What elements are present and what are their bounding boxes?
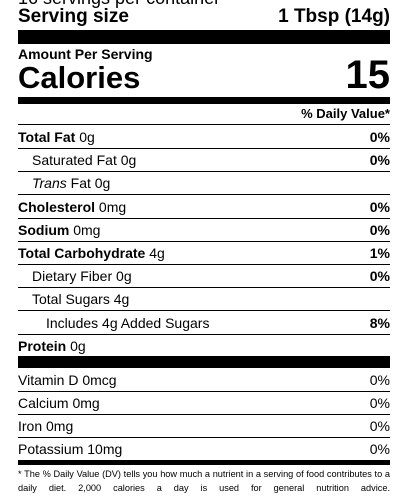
- rule: [18, 264, 390, 265]
- nutrient-row: Iron 0mg 0%: [18, 415, 390, 437]
- nutrient-label: Protein 0g: [18, 335, 86, 357]
- daily-value: 0%: [369, 418, 390, 434]
- nutrient-row: Total Carbohydrate 4g 1%: [18, 242, 390, 264]
- rule: [18, 414, 390, 415]
- daily-value: 0%: [369, 198, 390, 215]
- rule: [18, 333, 390, 335]
- nutrient-row: Total Fat 0g 0%: [18, 126, 390, 148]
- nutrient-row: Cholesterol 0mg 0%: [18, 196, 390, 218]
- nutrient-label: Vitamin D 0mcg: [18, 369, 117, 391]
- nutrient-label: Cholesterol 0mg: [18, 196, 126, 218]
- nutrient-label: Total Fat 0g: [18, 126, 95, 148]
- nutrient-row: Potassium 10mg 0%: [18, 438, 390, 460]
- nutrient-label: Trans Fat 0g: [32, 172, 110, 194]
- daily-value: 0%: [369, 441, 390, 457]
- calories-value: 15: [345, 53, 391, 97]
- medium-rule: [18, 97, 390, 104]
- nutrient-row: Dietary Fiber 0g 0%: [18, 265, 390, 287]
- nutrient-row: Sodium 0mg 0%: [18, 219, 390, 241]
- label-name: Dietary Fiber: [32, 268, 113, 285]
- footnote: * The % Daily Value (DV) tells you how m…: [18, 469, 390, 493]
- amount: 4g: [149, 245, 165, 261]
- medium-rule: [18, 460, 390, 465]
- nutrient-row: Includes 4g Added Sugars 8%: [18, 312, 390, 334]
- rule: [18, 391, 390, 392]
- rule: [18, 171, 390, 173]
- rule: [18, 217, 390, 219]
- label-name: Total Fat: [18, 129, 76, 145]
- rule: [18, 240, 390, 242]
- rule: [18, 124, 390, 125]
- rule: [18, 287, 390, 289]
- nutrient-label: Saturated Fat 0g: [32, 149, 136, 171]
- daily-value: 8%: [369, 314, 390, 331]
- thick-rule: [18, 356, 390, 368]
- rule: [18, 310, 390, 312]
- nutrient-row: Total Sugars 4g: [18, 288, 390, 310]
- amount: 0g: [116, 268, 132, 285]
- nutrient-row: Saturated Fat 0g 0%: [18, 149, 390, 171]
- label-name: Calcium: [18, 395, 69, 411]
- thick-rule: [18, 30, 390, 44]
- calories-label: Calories: [18, 60, 141, 95]
- label-name: Potassium: [18, 441, 84, 457]
- daily-value: 0%: [369, 372, 390, 388]
- label-name: Sodium: [18, 221, 70, 238]
- daily-value: 0%: [369, 268, 390, 285]
- nutrient-label: Dietary Fiber 0g: [32, 265, 132, 287]
- nutrient-label: Iron 0mg: [18, 415, 73, 437]
- label-prefix: Trans: [32, 175, 67, 192]
- amount: 10mg: [87, 441, 123, 457]
- amount: 0mg: [73, 221, 101, 238]
- amount: 0g: [120, 152, 137, 169]
- daily-value: 0%: [369, 152, 390, 169]
- nutrient-label: Total Carbohydrate 4g: [18, 242, 165, 264]
- rule: [18, 437, 390, 438]
- amount: 4g: [113, 291, 130, 308]
- amount: 0g: [79, 129, 95, 145]
- label-name: Protein: [18, 337, 67, 354]
- nutrient-row: Calcium 0mg 0%: [18, 392, 390, 414]
- nutrient-label: Total Sugars 4g: [32, 288, 129, 310]
- amount: 0mg: [98, 198, 127, 215]
- amount-per-serving: Amount Per Serving: [18, 46, 153, 62]
- rule: [18, 194, 390, 196]
- label-name: Fat: [70, 175, 91, 192]
- label-name: Vitamin D: [18, 372, 79, 388]
- label-name: Saturated Fat: [32, 152, 117, 169]
- nutrient-label: Sodium 0mg: [18, 219, 100, 241]
- label-name: Total Sugars: [32, 291, 110, 308]
- amount: 0mcg: [82, 372, 117, 388]
- label-name: Iron: [18, 418, 43, 434]
- label-name: Total Carbohydrate: [18, 245, 146, 261]
- nutrient-label: Includes 4g Added Sugars: [46, 312, 209, 334]
- label-name: Includes 4g Added Sugars: [46, 314, 210, 331]
- amount: 0mg: [72, 395, 100, 411]
- daily-value: 0%: [369, 221, 390, 238]
- label-name: Cholesterol: [18, 198, 96, 215]
- nutrient-row: Trans Fat 0g: [18, 172, 390, 194]
- amount: 0mg: [46, 418, 74, 434]
- daily-value: 0%: [369, 395, 390, 411]
- servings: 16 servings per container: [18, 0, 220, 9]
- amount: 0g: [94, 175, 111, 192]
- nutrient-label: Calcium 0mg: [18, 392, 100, 414]
- nutrient-row: Protein 0g: [18, 335, 390, 357]
- amount: 0g: [70, 337, 86, 354]
- serving-size: 1 Tbsp (14g): [278, 6, 390, 27]
- nutrient-label: Potassium 10mg: [18, 438, 122, 460]
- rule: [18, 148, 390, 149]
- daily-value: 0%: [369, 129, 390, 145]
- daily-value: 1%: [369, 245, 390, 261]
- nutrient-row: Vitamin D 0mcg 0%: [18, 369, 390, 391]
- dv-heading: % Daily Value*: [301, 106, 390, 121]
- serving-size-label: Serving size: [18, 6, 129, 27]
